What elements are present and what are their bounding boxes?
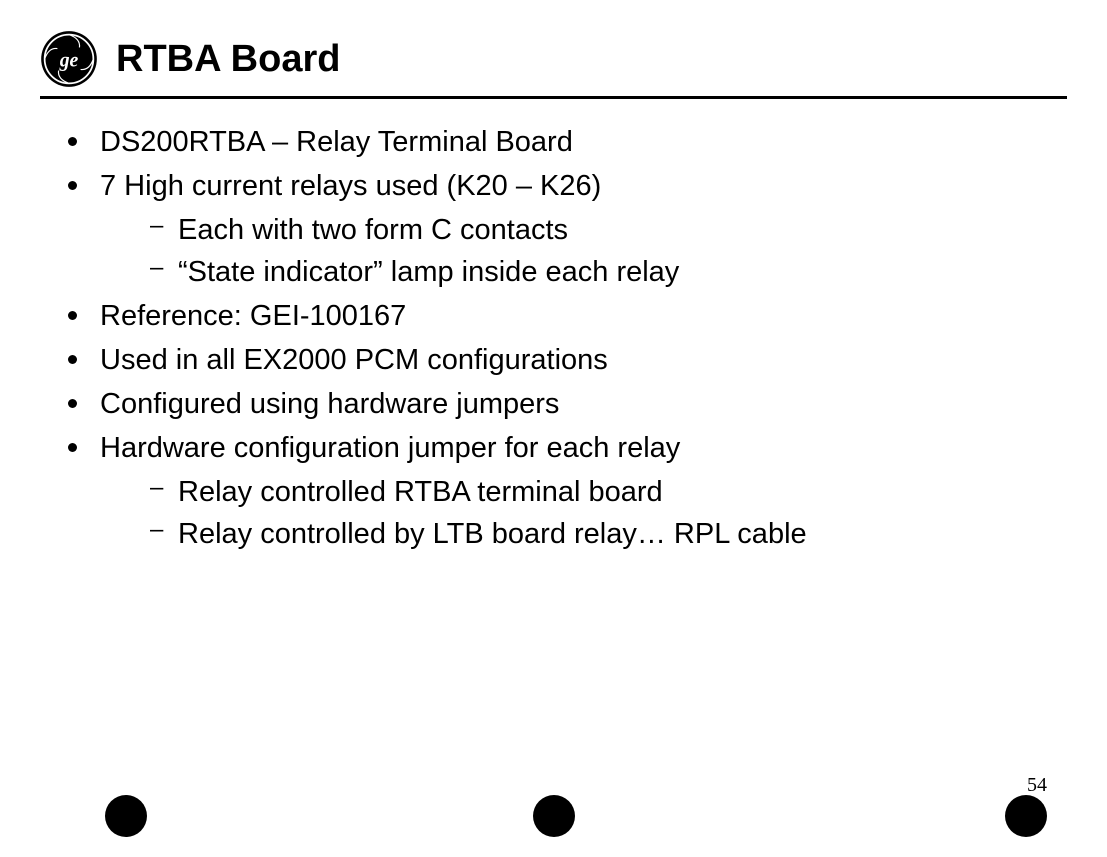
list-item: Each with two form C contacts <box>150 209 1067 251</box>
bullet-text: “State indicator” lamp inside each relay <box>178 256 679 288</box>
list-item: 7 High current relays used (K20 – K26) E… <box>60 165 1067 293</box>
hole-punch-icon <box>105 795 147 837</box>
bullet-text: DS200RTBA – Relay Terminal Board <box>100 126 573 158</box>
hole-punch-icon <box>1005 795 1047 837</box>
bullet-text: Hardware configuration jumper for each r… <box>100 432 680 464</box>
bullet-text: Used in all EX2000 PCM configurations <box>100 344 608 376</box>
list-item: Relay controlled RTBA terminal board <box>150 471 1067 513</box>
list-item: DS200RTBA – Relay Terminal Board <box>60 121 1067 163</box>
svg-text:ge: ge <box>59 50 79 72</box>
bullet-text: Relay controlled by LTB board relay… RPL… <box>178 518 807 550</box>
list-item: Used in all EX2000 PCM configurations <box>60 339 1067 381</box>
bullet-text: 7 High current relays used (K20 – K26) <box>100 170 601 202</box>
bullet-text: Configured using hardware jumpers <box>100 388 559 420</box>
ge-logo-icon: ge <box>40 30 98 88</box>
bullet-list: DS200RTBA – Relay Terminal Board 7 High … <box>60 121 1067 555</box>
bullet-text: Reference: GEI-100167 <box>100 300 406 332</box>
list-item: Relay controlled by LTB board relay… RPL… <box>150 513 1067 555</box>
bullet-text: Relay controlled RTBA terminal board <box>178 476 663 508</box>
list-item: “State indicator” lamp inside each relay <box>150 251 1067 293</box>
bullet-text: Each with two form C contacts <box>178 214 568 246</box>
list-item: Configured using hardware jumpers <box>60 383 1067 425</box>
slide-title: RTBA Board <box>116 38 340 81</box>
hole-punch-icon <box>533 795 575 837</box>
list-item: Hardware configuration jumper for each r… <box>60 427 1067 555</box>
sub-list: Relay controlled RTBA terminal board Rel… <box>150 471 1067 555</box>
slide-header: ge RTBA Board <box>40 30 1067 99</box>
sub-list: Each with two form C contacts “State ind… <box>150 209 1067 293</box>
page-number: 54 <box>1027 774 1047 797</box>
list-item: Reference: GEI-100167 <box>60 295 1067 337</box>
slide: ge RTBA Board DS200RTBA – Relay Terminal… <box>0 0 1107 857</box>
